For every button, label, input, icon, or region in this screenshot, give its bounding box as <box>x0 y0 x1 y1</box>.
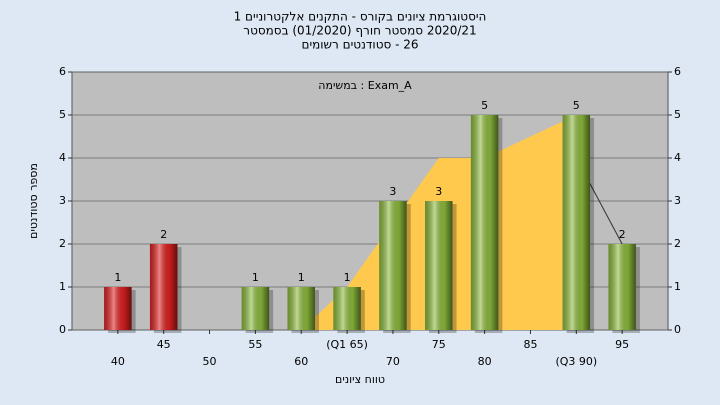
y-tick-label: 2 <box>59 237 66 250</box>
x-tick-label: (Q1 65) <box>326 338 368 351</box>
y-tick-label: 0 <box>59 323 66 336</box>
y2-tick-label: 2 <box>674 237 681 250</box>
bar-shading <box>608 244 636 330</box>
x-tick-label: 85 <box>523 338 537 351</box>
chart-title: היסטוגרמת ציונים בקורס - התקנים אלקטרוני… <box>234 10 487 24</box>
data-label: 3 <box>389 185 396 198</box>
data-label: 3 <box>435 185 442 198</box>
bar-shading <box>562 115 591 330</box>
x-tick-label: (Q3 90) <box>555 355 597 368</box>
bar-shading <box>379 201 407 330</box>
x-tick-label: 55 <box>248 338 262 351</box>
x-tick-label: 75 <box>432 338 446 351</box>
chart-subtitle: 2020/21 סמסטר חורף (01/2020) בסמסטר <box>243 24 476 38</box>
bar-shading <box>104 287 132 330</box>
y2-tick-label: 5 <box>674 108 681 121</box>
data-label: 1 <box>344 271 351 284</box>
y2-tick-label: 3 <box>674 194 681 207</box>
bar-shading <box>241 287 270 330</box>
x-tick-label: 95 <box>615 338 629 351</box>
chart-subtitle: 26 - סטודנטים רשומים <box>301 38 418 52</box>
x-tick-label: 60 <box>294 355 308 368</box>
data-label: 5 <box>481 99 488 112</box>
bar-shading <box>333 287 361 330</box>
annotation: Exam_A : במשימה <box>318 79 412 92</box>
data-label: 2 <box>619 228 626 241</box>
data-label: 2 <box>160 228 167 241</box>
y-axis-label: מספר סטודנטים <box>27 163 40 239</box>
x-tick-label: 70 <box>386 355 400 368</box>
data-label: 1 <box>252 271 259 284</box>
data-label: 1 <box>114 271 121 284</box>
y-tick-label: 5 <box>59 108 66 121</box>
x-tick-label: 50 <box>203 355 217 368</box>
data-label: 1 <box>298 271 305 284</box>
x-tick-label: 45 <box>157 338 171 351</box>
y2-tick-label: 1 <box>674 280 681 293</box>
data-label: 5 <box>573 99 580 112</box>
y-tick-label: 4 <box>59 151 66 164</box>
y2-tick-label: 6 <box>674 65 681 78</box>
bar-shading <box>470 115 499 330</box>
bar-shading <box>425 201 453 330</box>
x-axis-label: טווח ציונים <box>335 373 385 386</box>
x-tick-label: 40 <box>111 355 125 368</box>
y2-tick-label: 0 <box>674 323 681 336</box>
y-tick-label: 3 <box>59 194 66 207</box>
y2-tick-label: 4 <box>674 151 681 164</box>
y-tick-label: 1 <box>59 280 66 293</box>
y-tick-label: 6 <box>59 65 66 78</box>
bar-shading <box>149 244 178 330</box>
x-tick-label: 80 <box>478 355 492 368</box>
bar-shading <box>287 287 315 330</box>
